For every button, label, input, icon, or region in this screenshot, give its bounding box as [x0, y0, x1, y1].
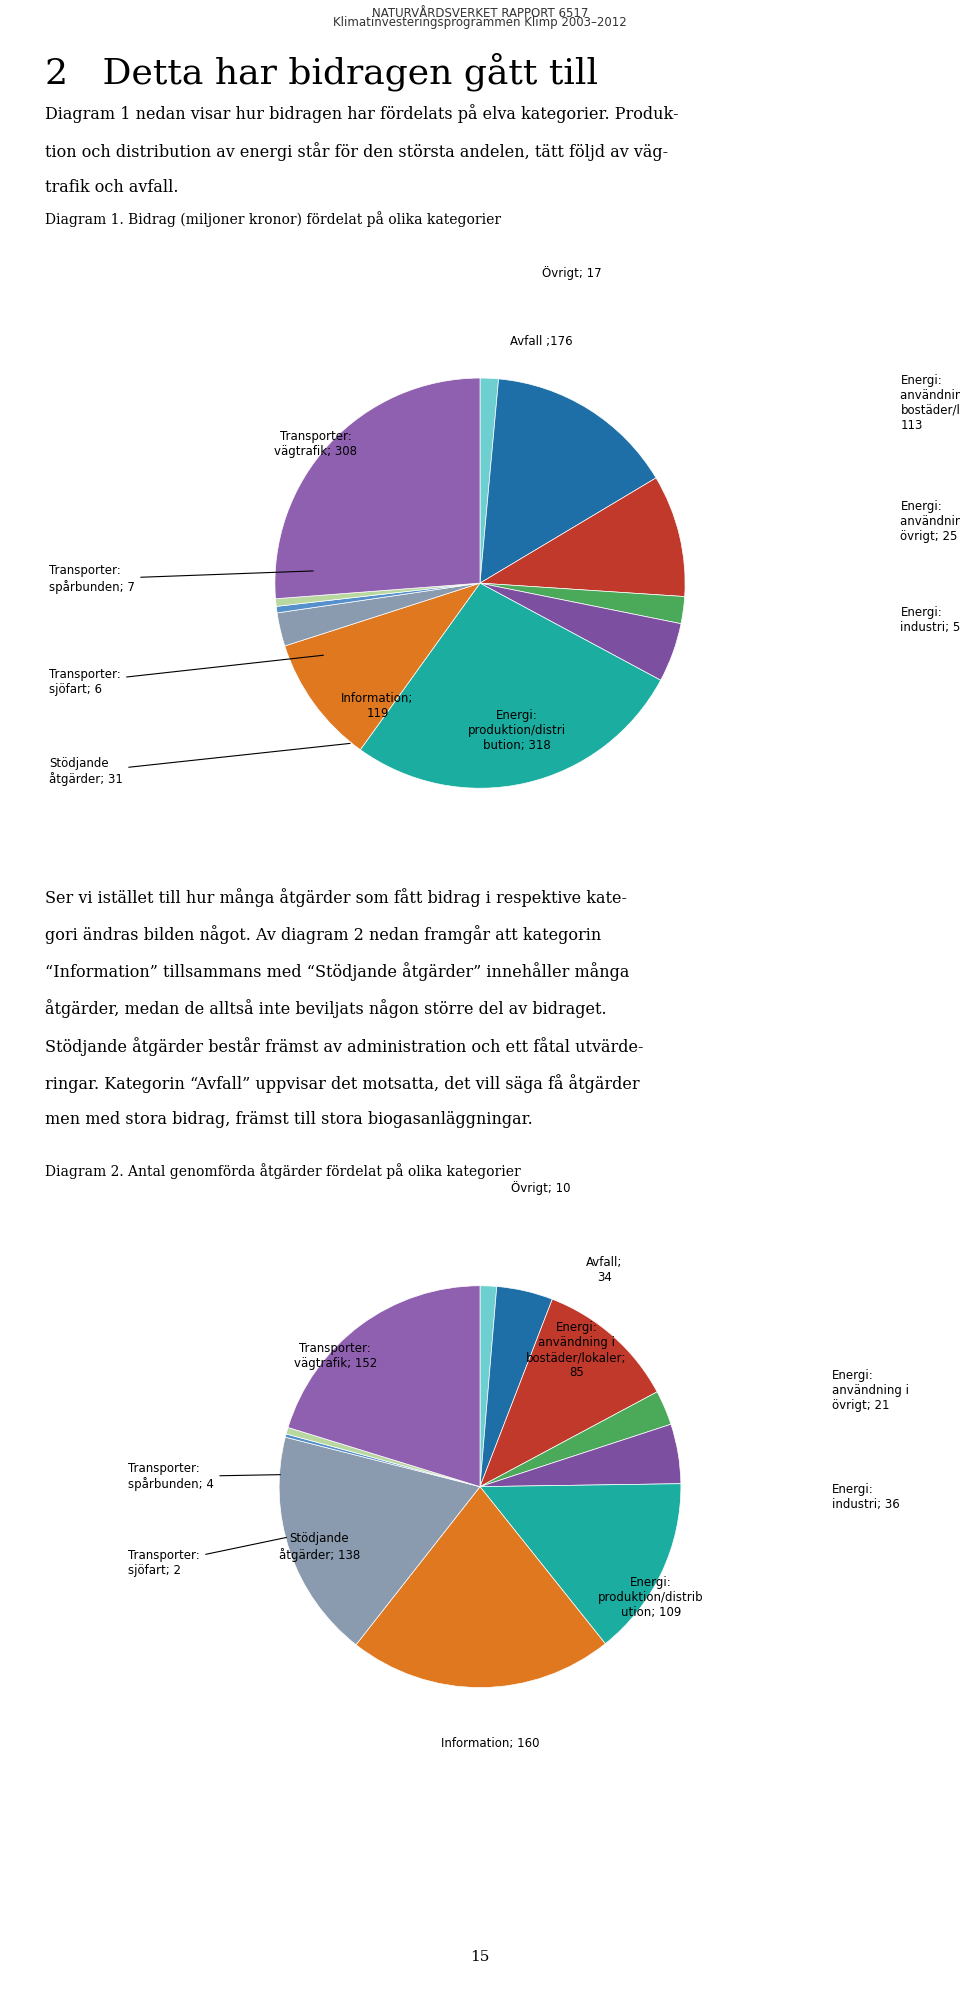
Wedge shape: [480, 1286, 496, 1487]
Wedge shape: [276, 583, 480, 613]
Wedge shape: [480, 583, 684, 623]
Text: Ser vi istället till hur många åtgärder som fått bidrag i respektive kate-: Ser vi istället till hur många åtgärder …: [45, 888, 627, 906]
Text: Transporter:
sjöfart; 6: Transporter: sjöfart; 6: [49, 655, 324, 695]
Wedge shape: [480, 1300, 657, 1487]
Text: gori ändras bilden något. Av diagram 2 nedan framgår att kategorin: gori ändras bilden något. Av diagram 2 n…: [45, 924, 601, 944]
Text: Övrigt; 10: Övrigt; 10: [511, 1181, 570, 1195]
Wedge shape: [285, 583, 480, 749]
Wedge shape: [480, 378, 498, 583]
Text: Avfall ;176: Avfall ;176: [510, 336, 573, 348]
Wedge shape: [480, 1392, 671, 1487]
Wedge shape: [480, 380, 656, 583]
Text: Diagram 2. Antal genomförda åtgärder fördelat på olika kategorier: Diagram 2. Antal genomförda åtgärder för…: [45, 1163, 521, 1179]
Text: Transporter:
spårbunden; 4: Transporter: spårbunden; 4: [129, 1463, 280, 1491]
Wedge shape: [277, 583, 480, 647]
Text: Energi:
industri; 36: Energi: industri; 36: [831, 1483, 900, 1511]
Text: Avfall;
34: Avfall; 34: [587, 1256, 623, 1284]
Text: NATURVÅRDSVERKET RAPPORT 6517: NATURVÅRDSVERKET RAPPORT 6517: [372, 6, 588, 20]
Wedge shape: [356, 1487, 606, 1688]
Wedge shape: [286, 1428, 480, 1487]
Text: Stödjande åtgärder består främst av administration och ett fåtal utvärde-: Stödjande åtgärder består främst av admi…: [45, 1037, 643, 1055]
Text: Diagram 1 nedan visar hur bidragen har fördelats på elva kategorier. Produk-: Diagram 1 nedan visar hur bidragen har f…: [45, 104, 679, 123]
Wedge shape: [275, 378, 480, 599]
Text: Energi:
användning i
bostäder/lokaler;
85: Energi: användning i bostäder/lokaler; 8…: [526, 1322, 627, 1378]
Text: Transporter:
spårbunden; 7: Transporter: spårbunden; 7: [49, 565, 313, 593]
Text: Energi:
produktion/distri
bution; 318: Energi: produktion/distri bution; 318: [468, 709, 566, 751]
Wedge shape: [480, 1485, 681, 1643]
Text: Stödjande
åtgärder; 138: Stödjande åtgärder; 138: [278, 1533, 360, 1561]
Text: Klimatinvesteringsprogrammen Klimp 2003–2012: Klimatinvesteringsprogrammen Klimp 2003–…: [333, 16, 627, 28]
Text: Energi:
användning i
övrigt; 25: Energi: användning i övrigt; 25: [900, 500, 960, 542]
Wedge shape: [360, 583, 660, 788]
Text: Transporter:
sjöfart; 2: Transporter: sjöfart; 2: [129, 1537, 286, 1577]
Wedge shape: [285, 1434, 480, 1487]
Text: Energi:
industri; 55: Energi: industri; 55: [900, 607, 960, 635]
Text: åtgärder, medan de alltså inte beviljats någon större del av bidraget.: åtgärder, medan de alltså inte beviljats…: [45, 998, 607, 1019]
Text: Diagram 1. Bidrag (miljoner kronor) fördelat på olika kategorier: Diagram 1. Bidrag (miljoner kronor) förd…: [45, 211, 501, 227]
Text: 2   Detta har bidragen gått till: 2 Detta har bidragen gått till: [45, 52, 598, 90]
Text: Stödjande
åtgärder; 31: Stödjande åtgärder; 31: [49, 743, 350, 786]
Text: Information; 160: Information; 160: [441, 1738, 540, 1750]
Text: Transporter:
vägtrafik; 152: Transporter: vägtrafik; 152: [294, 1342, 377, 1370]
Wedge shape: [480, 583, 681, 681]
Text: Övrigt; 17: Övrigt; 17: [542, 265, 602, 279]
Text: Energi:
användning i
bostäder/lokaler;
113: Energi: användning i bostäder/lokaler; 1…: [900, 374, 960, 432]
Text: trafik och avfall.: trafik och avfall.: [45, 179, 179, 195]
Text: tion och distribution av energi står för den största andelen, tätt följd av väg-: tion och distribution av energi står för…: [45, 143, 668, 161]
Text: “Information” tillsammans med “Stödjande åtgärder” innehåller många: “Information” tillsammans med “Stödjande…: [45, 962, 630, 980]
Text: 15: 15: [470, 1951, 490, 1963]
Text: Energi:
användning i
övrigt; 21: Energi: användning i övrigt; 21: [831, 1368, 908, 1412]
Text: Transporter:
vägtrafik; 308: Transporter: vägtrafik; 308: [275, 430, 357, 458]
Text: ringar. Kategorin “Avfall” uppvisar det motsatta, det vill säga få åtgärder: ringar. Kategorin “Avfall” uppvisar det …: [45, 1073, 639, 1093]
Wedge shape: [279, 1436, 480, 1645]
Text: men med stora bidrag, främst till stora biogasanläggningar.: men med stora bidrag, främst till stora …: [45, 1111, 533, 1127]
Wedge shape: [288, 1286, 480, 1487]
Wedge shape: [276, 583, 480, 607]
Text: Energi:
produktion/distrib
ution; 109: Energi: produktion/distrib ution; 109: [598, 1575, 704, 1619]
Wedge shape: [480, 1286, 552, 1487]
Wedge shape: [480, 478, 685, 597]
Wedge shape: [480, 1424, 681, 1487]
Text: Information;
119: Information; 119: [341, 693, 414, 719]
